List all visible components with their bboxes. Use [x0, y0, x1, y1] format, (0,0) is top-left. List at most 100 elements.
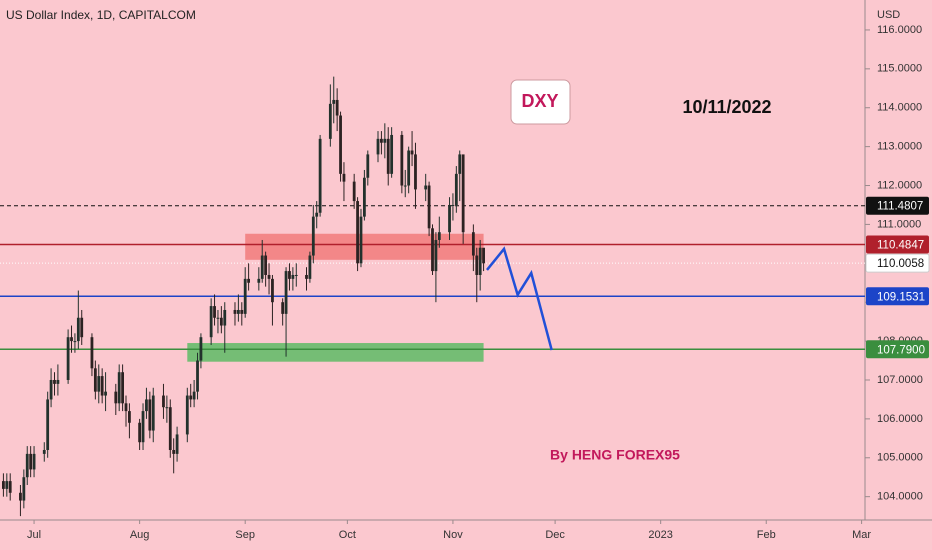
candle-body [168, 407, 172, 450]
candle-body [19, 492, 22, 501]
candle-body [100, 376, 104, 396]
y-tick-label: 112.0000 [877, 179, 922, 191]
x-tick-label: Nov [443, 529, 463, 541]
price-badge-label: 107.7900 [877, 344, 925, 356]
candle-body [219, 317, 223, 326]
x-tick-label: Sep [235, 529, 255, 541]
x-tick-label: Jul [27, 529, 41, 541]
y-tick-label: 106.0000 [877, 413, 923, 425]
candle-body [356, 201, 359, 264]
price-badge [866, 340, 929, 359]
candle-body [138, 422, 142, 443]
candle-body [29, 453, 33, 470]
candle-body [243, 278, 247, 314]
candle-body [172, 449, 176, 454]
date-text: 10/11/2022 [682, 97, 771, 117]
candle-body [264, 255, 268, 275]
candle-body [56, 379, 60, 384]
candle-body [362, 177, 366, 217]
candle-body [185, 395, 189, 435]
candle-body [213, 306, 216, 318]
x-tick-label: Aug [130, 529, 150, 541]
candle-body [145, 399, 148, 412]
price-badge-label: 109.1531 [877, 291, 925, 303]
price-badge-label: 111.4807 [877, 201, 923, 213]
x-tick-label: Mar [852, 529, 871, 541]
credit: By HENG FOREX95 [550, 447, 680, 463]
candle-body [257, 278, 261, 283]
candle-body [141, 411, 145, 443]
candle-body [165, 407, 169, 409]
candle-body [97, 376, 101, 392]
candle-body [291, 274, 295, 279]
candle-body [414, 154, 417, 190]
candle-body [376, 138, 380, 155]
candle-body [199, 337, 203, 361]
candle-body [271, 278, 274, 303]
candle-body [2, 481, 5, 489]
candle-body [233, 309, 237, 314]
candle-body [32, 453, 36, 470]
candle-body [46, 399, 50, 450]
price-badge [865, 253, 930, 273]
candle-body [308, 255, 312, 279]
candle-body [189, 395, 193, 400]
y-tick-label: 113.0000 [877, 141, 922, 153]
candle-body [25, 453, 29, 478]
candle-body [209, 306, 213, 338]
candle-body [294, 274, 298, 276]
candle-body [73, 341, 77, 343]
candle-body [128, 411, 131, 423]
candle-body [93, 368, 97, 392]
candle-body [5, 481, 9, 489]
candle-body [148, 399, 152, 431]
candle-body [260, 255, 264, 279]
candle-body [342, 173, 346, 182]
badge-box [510, 79, 571, 125]
candle-body [121, 372, 124, 404]
candle-body [332, 99, 336, 104]
candle-body [437, 232, 441, 240]
candle-body [90, 337, 94, 369]
x-tick-label: Dec [545, 529, 565, 541]
candle-body [482, 247, 485, 264]
unit-bg [866, 4, 926, 24]
candle-body [458, 154, 462, 174]
candle-body [162, 395, 165, 408]
candle-body [315, 212, 319, 217]
candle-body [380, 138, 383, 143]
y-axis-label: USD [877, 9, 900, 21]
candle-body [247, 278, 251, 283]
candle-body [318, 138, 322, 213]
x-tick-label: Feb [757, 529, 776, 541]
price-badge [866, 196, 929, 215]
candle-body [288, 271, 291, 279]
chart-title: US Dollar Index, 1D, CAPITALCOM [6, 8, 196, 22]
projection-path [486, 246, 553, 351]
candle-body [383, 138, 387, 143]
candle-body [8, 481, 12, 493]
badge-text: DXY [521, 91, 558, 111]
candle-body [475, 255, 479, 275]
y-tick-label: 116.0000 [877, 24, 922, 36]
candle-body [339, 115, 342, 174]
candle-body [403, 185, 407, 187]
zone [245, 233, 484, 260]
plot-layer: 104.0000105.0000106.0000107.0000108.0000… [0, 24, 923, 541]
candle-body [431, 228, 434, 272]
candle-body [448, 204, 451, 233]
candle-body [216, 317, 220, 319]
x-tick-label: Oct [339, 529, 356, 541]
candle-body [478, 247, 482, 275]
y-tick-label: 107.0000 [877, 374, 923, 386]
candle-body [22, 477, 26, 501]
candle-body [76, 317, 80, 342]
candle-body [124, 403, 128, 412]
candle-body [104, 391, 107, 396]
candle-body [281, 302, 285, 314]
candle-body [471, 232, 475, 256]
candle-body [114, 391, 118, 404]
candle-body [117, 372, 121, 404]
